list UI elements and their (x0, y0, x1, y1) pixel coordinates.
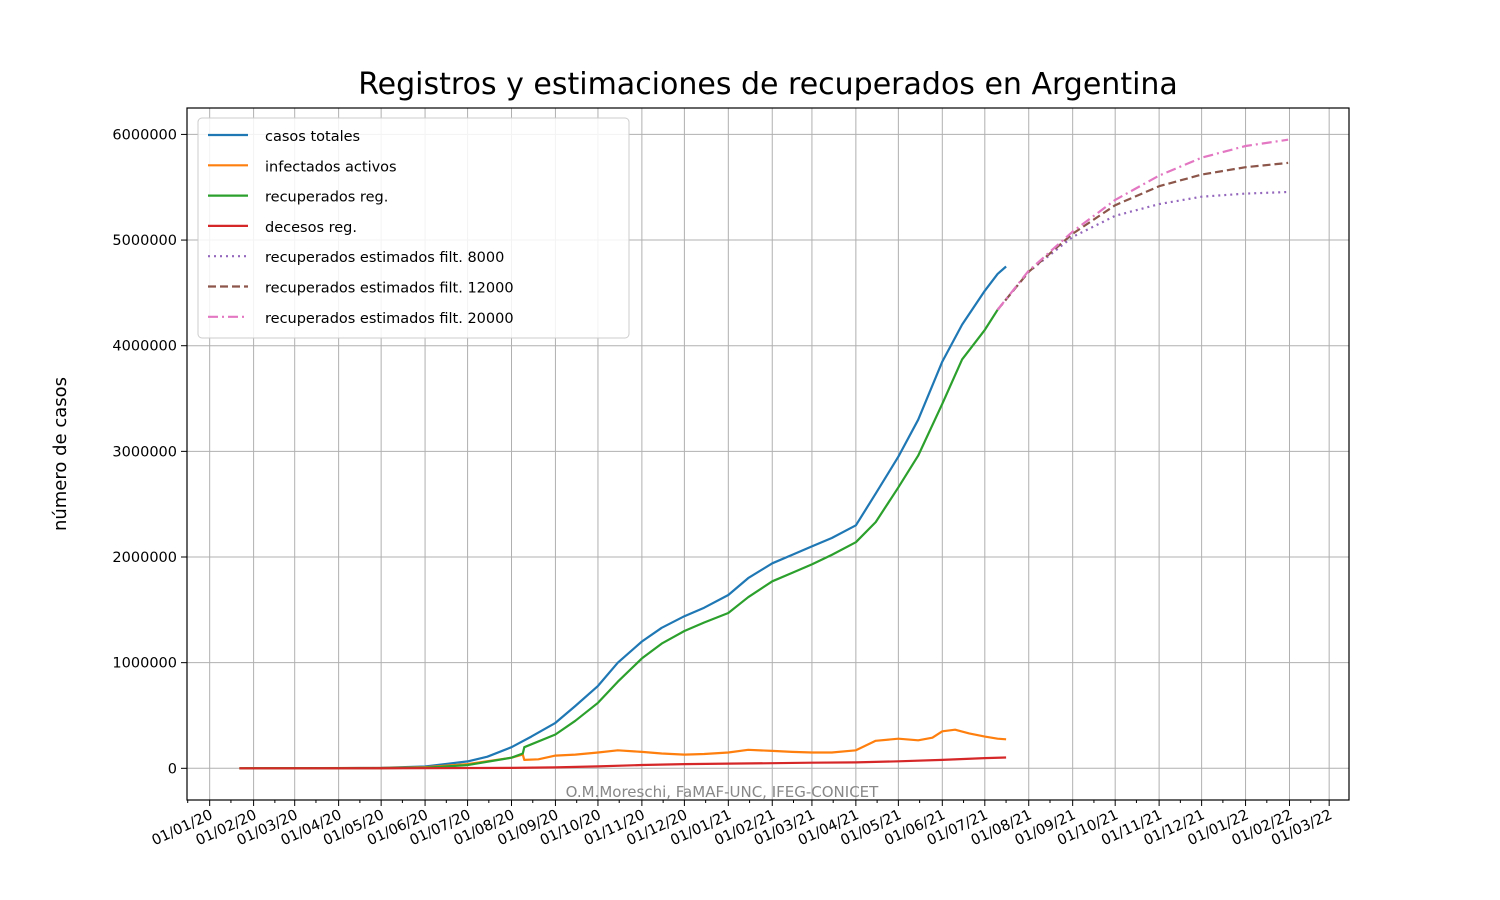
y-tick-label: 0 (168, 761, 177, 777)
watermark-annotation: O.M.Moreschi, FaMAF-UNC, IFEG-CONICET (566, 783, 879, 801)
series-line-recuperados-reg (239, 309, 999, 770)
plot-frame (186, 107, 1350, 801)
y-tick-label: 1000000 (112, 656, 177, 672)
series-line-recuperados-estimados-filt-12000 (996, 161, 1289, 311)
series-line-recuperados-estimados-filt-8000 (996, 190, 1289, 311)
y-tick-label: 5000000 (112, 233, 177, 249)
legend-label: recuperados estimados filt. 20000 (265, 311, 514, 327)
y-tick-label: 3000000 (112, 444, 177, 460)
legend-box (197, 117, 630, 339)
chart-title: Registros y estimaciones de recuperados … (358, 67, 1178, 102)
legend-label: infectados activos (265, 159, 397, 175)
y-tick-label: 6000000 (112, 127, 177, 143)
legend-label: casos totales (265, 129, 360, 145)
y-tick-label: 2000000 (112, 550, 177, 566)
legend-label: recuperados estimados filt. 12000 (265, 281, 514, 297)
y-tick-label: 4000000 (112, 339, 177, 355)
series-line-decesos-reg (239, 756, 1007, 770)
legend-label: decesos reg. (265, 220, 357, 236)
legend-label: recuperados estimados filt. 8000 (265, 250, 504, 266)
legend-label: recuperados reg. (265, 190, 388, 206)
series-layer (239, 138, 1289, 770)
legend: casos totales infectados activos recuperad… (197, 117, 630, 339)
y-axis-label: número de casos (50, 377, 71, 531)
series-line-recuperados-estimados-filt-20000 (996, 138, 1289, 311)
series-line-casos-totales (239, 265, 1007, 770)
series-line-infectados-activos (239, 728, 1007, 770)
